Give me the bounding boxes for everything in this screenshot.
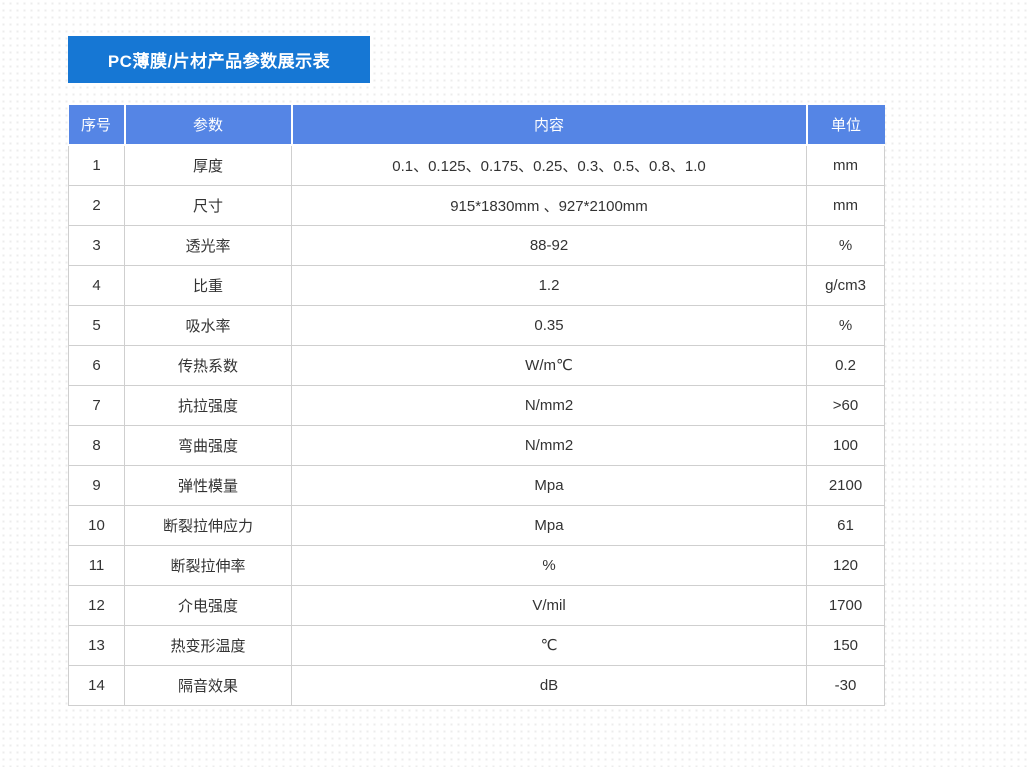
row-unit-cell: g/cm3 — [806, 264, 885, 306]
row-no-cell: 10 — [68, 504, 125, 546]
row-content-cell: ℃ — [291, 624, 807, 666]
page-title-banner: PC薄膜/片材产品参数展示表 — [68, 36, 370, 83]
table-row: 4 比重 1.2 g/cm3 — [68, 264, 885, 306]
table-row: 9 弹性模量 Mpa 2100 — [68, 464, 885, 506]
table-row: 13 热变形温度 ℃ 150 — [68, 624, 885, 666]
row-unit-cell: % — [806, 304, 885, 346]
row-param-cell: 断裂拉伸应力 — [124, 504, 292, 546]
row-no-cell: 1 — [68, 144, 125, 186]
row-unit-cell: 2100 — [806, 464, 885, 506]
row-param-cell: 吸水率 — [124, 304, 292, 346]
row-content-cell: Mpa — [291, 464, 807, 506]
row-unit-cell: 1700 — [806, 584, 885, 626]
row-param-cell: 厚度 — [124, 144, 292, 186]
table-row: 6 传热系数 W/m℃ 0.2 — [68, 344, 885, 386]
row-unit-cell: 100 — [806, 424, 885, 466]
column-header-content: 内容 — [291, 105, 808, 146]
row-unit-cell: mm — [806, 184, 885, 226]
row-param-cell: 弹性模量 — [124, 464, 292, 506]
row-content-cell: V/mil — [291, 584, 807, 626]
row-content-cell: N/mm2 — [291, 424, 807, 466]
row-no-cell: 2 — [68, 184, 125, 226]
row-content-cell: 88-92 — [291, 224, 807, 266]
row-no-cell: 4 — [68, 264, 125, 306]
table-header: 序号 参数 内容 单位 — [68, 105, 885, 146]
table-row: 8 弯曲强度 N/mm2 100 — [68, 424, 885, 466]
row-content-cell: 1.2 — [291, 264, 807, 306]
table-row: 3 透光率 88-92% — [68, 224, 885, 266]
column-header-unit: 单位 — [806, 105, 885, 146]
table-row: 2 尺寸 915*1830mm 、927*2100mm mm — [68, 184, 885, 226]
row-content-cell: % — [291, 544, 807, 586]
table-body: 1 厚度 0.1、0.125、0.175、0.25、0.3、0.5、0.8、1.0 m… — [68, 144, 885, 706]
table-row: 7 抗拉强度 N/mm2 >60 — [68, 384, 885, 426]
row-content-cell: W/m℃ — [291, 344, 807, 386]
row-param-cell: 隔音效果 — [124, 664, 292, 706]
table-row: 1 厚度 0.1、0.125、0.175、0.25、0.3、0.5、0.8、1.0 m… — [68, 144, 885, 186]
parameters-table: 序号 参数 内容 单位 1 厚度 0.1、0.125、0.175、0.25、0.3、… — [68, 105, 885, 706]
row-param-cell: 断裂拉伸率 — [124, 544, 292, 586]
row-unit-cell: % — [806, 224, 885, 266]
row-no-cell: 12 — [68, 584, 125, 626]
row-param-cell: 抗拉强度 — [124, 384, 292, 426]
row-param-cell: 尺寸 — [124, 184, 292, 226]
row-content-cell: Mpa — [291, 504, 807, 546]
row-content-cell: dB — [291, 664, 807, 706]
row-param-cell: 透光率 — [124, 224, 292, 266]
row-no-cell: 13 — [68, 624, 125, 666]
table-row: 10 断裂拉伸应力 Mpa 61 — [68, 504, 885, 546]
column-header-no: 序号 — [68, 105, 126, 146]
row-no-cell: 5 — [68, 304, 125, 346]
row-unit-cell: 0.2 — [806, 344, 885, 386]
row-no-cell: 6 — [68, 344, 125, 386]
row-param-cell: 热变形温度 — [124, 624, 292, 666]
row-no-cell: 9 — [68, 464, 125, 506]
row-unit-cell: >60 — [806, 384, 885, 426]
row-no-cell: 8 — [68, 424, 125, 466]
page-title-text: PC薄膜/片材产品参数展示表 — [107, 52, 331, 71]
row-param-cell: 介电强度 — [124, 584, 292, 626]
row-no-cell: 3 — [68, 224, 125, 266]
row-content-cell: N/mm2 — [291, 384, 807, 426]
table-row: 14 隔音效果 dB -30 — [68, 664, 885, 706]
row-param-cell: 传热系数 — [124, 344, 292, 386]
row-param-cell: 比重 — [124, 264, 292, 306]
table-row: 11 断裂拉伸率% 120 — [68, 544, 885, 586]
row-no-cell: 7 — [68, 384, 125, 426]
row-unit-cell: -30 — [806, 664, 885, 706]
table-row: 5 吸水率 0.35% — [68, 304, 885, 346]
column-header-param: 参数 — [124, 105, 293, 146]
table-row: 12 介电强度 V/mil 1700 — [68, 584, 885, 626]
row-unit-cell: 120 — [806, 544, 885, 586]
row-param-cell: 弯曲强度 — [124, 424, 292, 466]
row-unit-cell: 61 — [806, 504, 885, 546]
row-no-cell: 14 — [68, 664, 125, 706]
row-content-cell: 0.1、0.125、0.175、0.25、0.3、0.5、0.8、1.0 — [291, 144, 807, 186]
row-unit-cell: mm — [806, 144, 885, 186]
row-content-cell: 0.35 — [291, 304, 807, 346]
row-no-cell: 11 — [68, 544, 125, 586]
row-unit-cell: 150 — [806, 624, 885, 666]
row-content-cell: 915*1830mm 、927*2100mm — [291, 184, 807, 226]
